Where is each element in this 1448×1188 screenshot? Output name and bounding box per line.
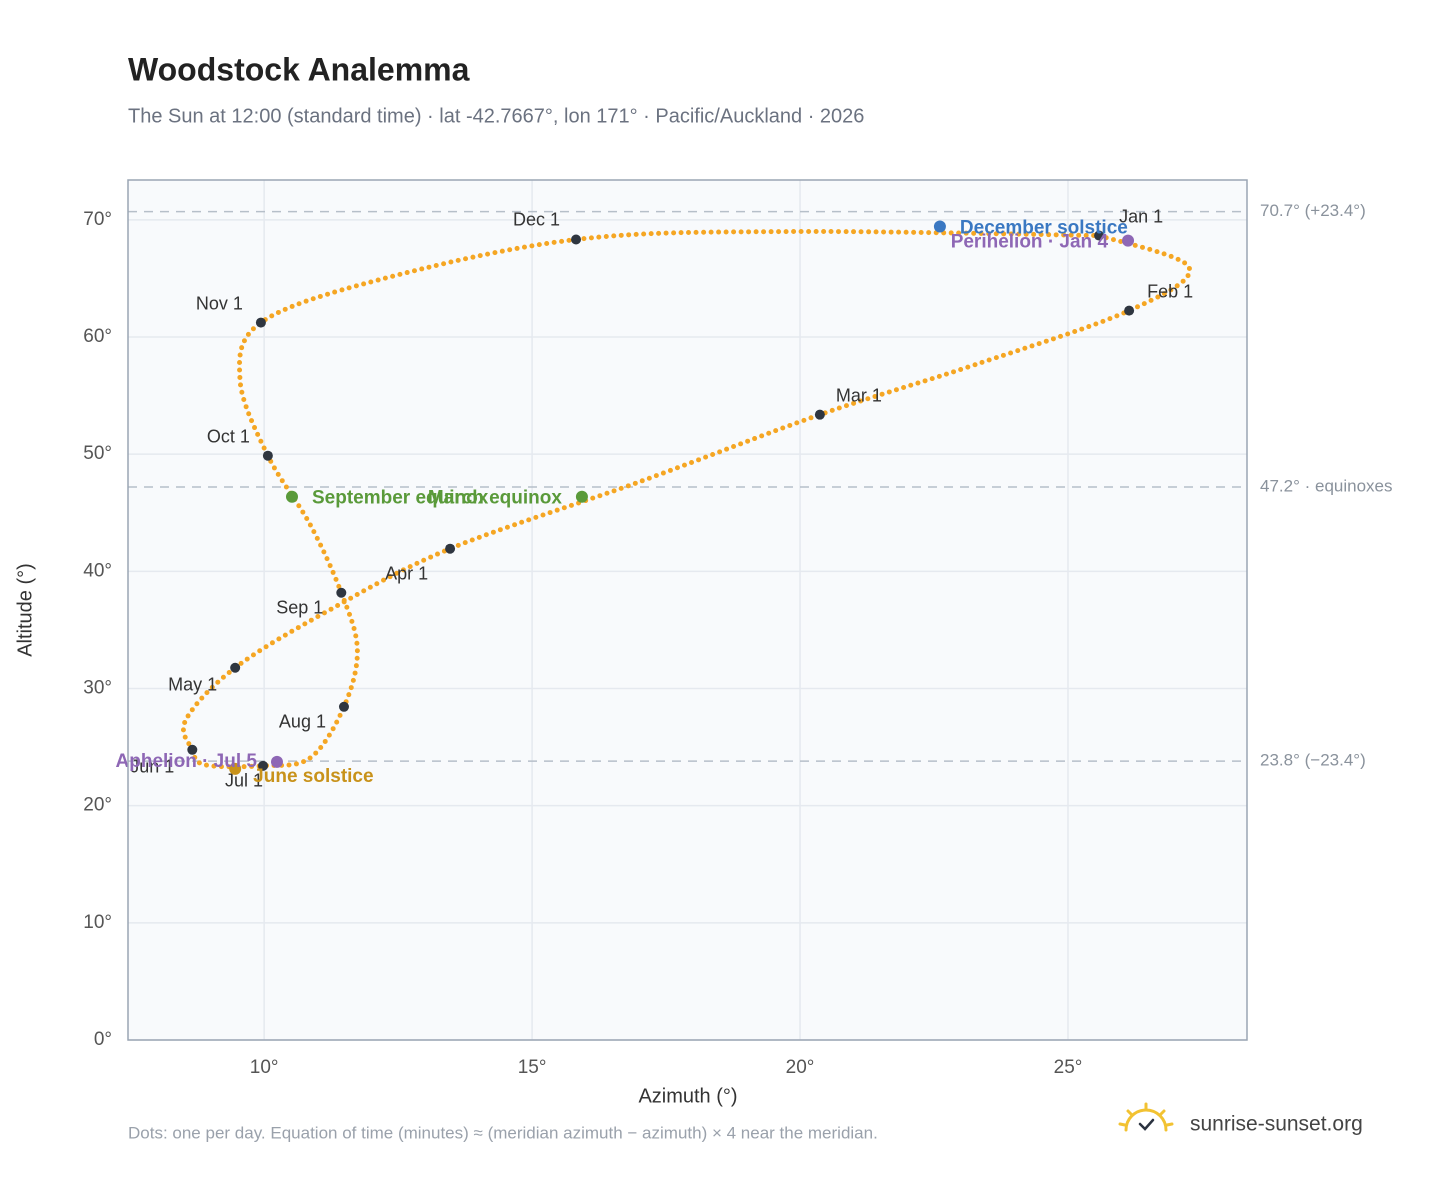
event-label: December solstice xyxy=(960,218,1128,239)
analemma-path xyxy=(180,228,1193,770)
event-label: June solstice xyxy=(253,766,373,787)
reference-label: 47.2° · equinoxes xyxy=(1260,476,1393,495)
month-marker xyxy=(445,543,456,554)
reference-lines xyxy=(128,210,1247,762)
reference-label: 70.7° (+23.4°) xyxy=(1260,201,1366,220)
event-label: September equinox xyxy=(312,488,489,509)
x-tick-label: 20° xyxy=(786,1057,815,1078)
event-label: Aphelion · Jul 5 xyxy=(116,751,258,772)
month-label: Jan 1 xyxy=(1119,206,1163,226)
y-tick-label: 10° xyxy=(83,912,112,933)
brand-logo xyxy=(1118,1102,1174,1132)
month-marker xyxy=(338,701,349,712)
month-marker xyxy=(571,234,582,245)
month-label: Jun 1 xyxy=(130,757,174,777)
brand: sunrise-sunset.org xyxy=(1190,1113,1363,1136)
x-axis-label: Azimuth (°) xyxy=(638,1085,737,1107)
month-marker xyxy=(230,662,241,673)
event-label: March equinox xyxy=(428,488,563,509)
month-marker xyxy=(336,587,347,598)
event-label: Perihelion · Jan 4 xyxy=(951,232,1109,253)
month-label: Jul 1 xyxy=(225,771,263,791)
month-label: Feb 1 xyxy=(1147,281,1193,301)
x-tick-label: 10° xyxy=(250,1057,279,1078)
month-marker xyxy=(187,744,198,755)
markers: Jan 1 Feb 1 Mar 1 Apr 1 May 1 Jun 1 Jul 1 Aug 1… xyxy=(116,206,1194,790)
y-tick-label: 70° xyxy=(83,209,112,230)
chart-title: Woodstock Analemma xyxy=(128,51,470,87)
x-tick-label: 15° xyxy=(518,1057,547,1078)
y-tick-label: 0° xyxy=(94,1029,112,1050)
event-marker xyxy=(1122,234,1135,247)
event-marker xyxy=(933,220,946,233)
event-marker xyxy=(270,755,283,768)
month-label: May 1 xyxy=(168,675,217,695)
month-label: Sep 1 xyxy=(276,598,323,618)
reference-label: 23.8° (−23.4°) xyxy=(1260,751,1366,770)
event-marker xyxy=(285,490,298,503)
chart-subtitle: The Sun at 12:00 (standard time) · lat -… xyxy=(128,105,864,127)
month-label: Apr 1 xyxy=(385,563,428,583)
month-label: Dec 1 xyxy=(513,209,560,229)
month-label: Aug 1 xyxy=(279,712,326,732)
y-tick-label: 40° xyxy=(83,560,112,581)
month-label: Mar 1 xyxy=(836,385,882,405)
y-tick-label: 50° xyxy=(83,443,112,464)
month-label: Nov 1 xyxy=(196,293,243,313)
footnote: Dots: one per day. Equation of time (min… xyxy=(128,1123,878,1142)
month-label: Oct 1 xyxy=(207,426,250,446)
month-marker xyxy=(1094,230,1105,241)
event-marker xyxy=(229,762,242,775)
event-marker xyxy=(575,490,588,503)
x-tick-label: 25° xyxy=(1054,1057,1083,1078)
month-marker xyxy=(258,760,269,771)
month-marker xyxy=(255,317,266,328)
y-axis-label: Altitude (°) xyxy=(14,563,36,657)
y-tick-label: 30° xyxy=(83,678,112,699)
plot-frame xyxy=(127,179,1248,1041)
y-tick-label: 60° xyxy=(83,326,112,347)
month-marker xyxy=(1124,305,1135,316)
curve xyxy=(180,228,1193,770)
month-marker xyxy=(814,409,825,420)
y-tick-label: 20° xyxy=(83,795,112,816)
plot-area xyxy=(128,180,1247,1040)
month-marker xyxy=(262,450,273,461)
